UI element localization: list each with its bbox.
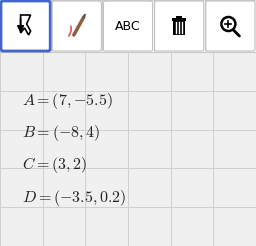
FancyBboxPatch shape [1, 1, 50, 51]
FancyBboxPatch shape [103, 1, 153, 51]
FancyBboxPatch shape [155, 1, 204, 51]
FancyBboxPatch shape [206, 1, 255, 51]
Bar [172, 18, 186, 21]
Bar [0, 0, 256, 52]
Text: $A = (7, \mathrm{-}5.5)$: $A = (7, \mathrm{-}5.5)$ [22, 92, 113, 111]
FancyBboxPatch shape [52, 1, 101, 51]
Text: $B = (-8, 4)$: $B = (-8, 4)$ [22, 123, 100, 143]
Text: $D = (-3.5, 0.2)$: $D = (-3.5, 0.2)$ [22, 188, 126, 208]
Text: $C = (3, 2)$: $C = (3, 2)$ [22, 155, 87, 175]
Bar [176, 16, 182, 18]
Bar [173, 21, 185, 35]
Text: ABC: ABC [115, 19, 141, 32]
